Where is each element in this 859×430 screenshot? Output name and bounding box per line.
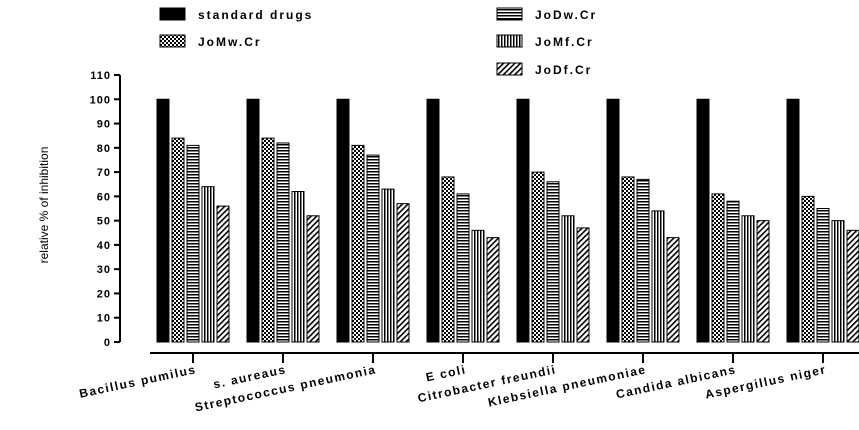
bar-group [696,98,770,343]
bar [711,193,725,343]
legend-swatch [496,7,523,21]
bar [171,137,185,343]
bar [381,188,395,343]
bar [471,229,485,343]
bar [201,186,215,343]
bar [291,191,305,343]
y-tick-label: 80 [97,143,111,155]
legend-item: JoMf.Cr [496,34,594,49]
y-tick-label: 10 [97,313,111,325]
legend-swatch [496,34,523,48]
bar [621,176,635,343]
bar [441,176,455,343]
legend-item: standard drugs [159,7,313,22]
y-tick-label: 20 [97,288,111,300]
legend-swatch [159,34,186,48]
x-axis: Bacillus pumilus s. aureausStreptococcus … [78,352,859,414]
bar [756,220,770,343]
y-tick-label: 30 [97,264,111,276]
bar [741,215,755,343]
bar [846,229,859,343]
bar [636,178,650,343]
bar [276,142,290,343]
bar [336,98,350,343]
bar [216,205,230,343]
legend-swatch [159,7,186,21]
bar [546,181,560,343]
legend-label: JoMf.Cr [535,35,594,49]
bar [531,171,545,343]
bar-group [606,98,680,343]
legend-item: JoDf.Cr [496,62,592,77]
y-tick-label: 0 [104,337,111,349]
bar [561,215,575,343]
bar-group [426,98,500,343]
x-tick-label: Bacillus pumilus [78,362,198,401]
bar-group [336,98,410,343]
bar [351,144,365,343]
bar [666,237,680,343]
y-tick-label: 90 [97,119,111,131]
legend-label: JoMw.Cr [198,35,262,49]
bar [726,200,740,343]
y-tick-label: 100 [90,94,111,106]
legend-label: standard drugs [198,8,313,22]
y-tick-label: 60 [97,191,111,203]
bar [786,98,800,343]
bar-group [156,98,230,343]
bar [801,195,815,343]
bar [696,98,710,343]
y-tick-label: 70 [97,167,111,179]
legend-item: JoMw.Cr [159,34,262,49]
bar-group [786,98,859,343]
bar [426,98,440,343]
legend-label: JoDf.Cr [535,63,592,77]
bar [486,237,500,343]
bar [816,208,830,343]
bar [396,203,410,343]
legend: standard drugs JoMw.Cr JoDw.Cr JoMf.Cr JoDf.… [159,7,597,77]
y-tick-label: 50 [97,216,111,228]
legend-item: JoDw.Cr [496,7,597,22]
bar-group [516,98,590,343]
bar [576,227,590,343]
y-tick-label: 40 [97,240,111,252]
bar [831,220,845,343]
bar [186,144,200,343]
bar [606,98,620,343]
y-axis-label: relative % of inhibition [37,147,51,264]
bar [246,98,260,343]
legend-swatch [496,62,523,76]
bar [156,98,170,343]
bar [651,210,665,343]
bar [306,215,320,343]
y-tick-label: 110 [90,70,111,82]
bar [456,193,470,343]
bar [366,154,380,343]
bar [516,98,530,343]
y-axis: 0 10 20 30 40 50 60 70 80 90 100 110 [90,70,121,349]
bar [261,137,275,343]
bars [156,98,859,343]
legend-label: JoDw.Cr [535,8,597,22]
bar-group [246,98,320,343]
